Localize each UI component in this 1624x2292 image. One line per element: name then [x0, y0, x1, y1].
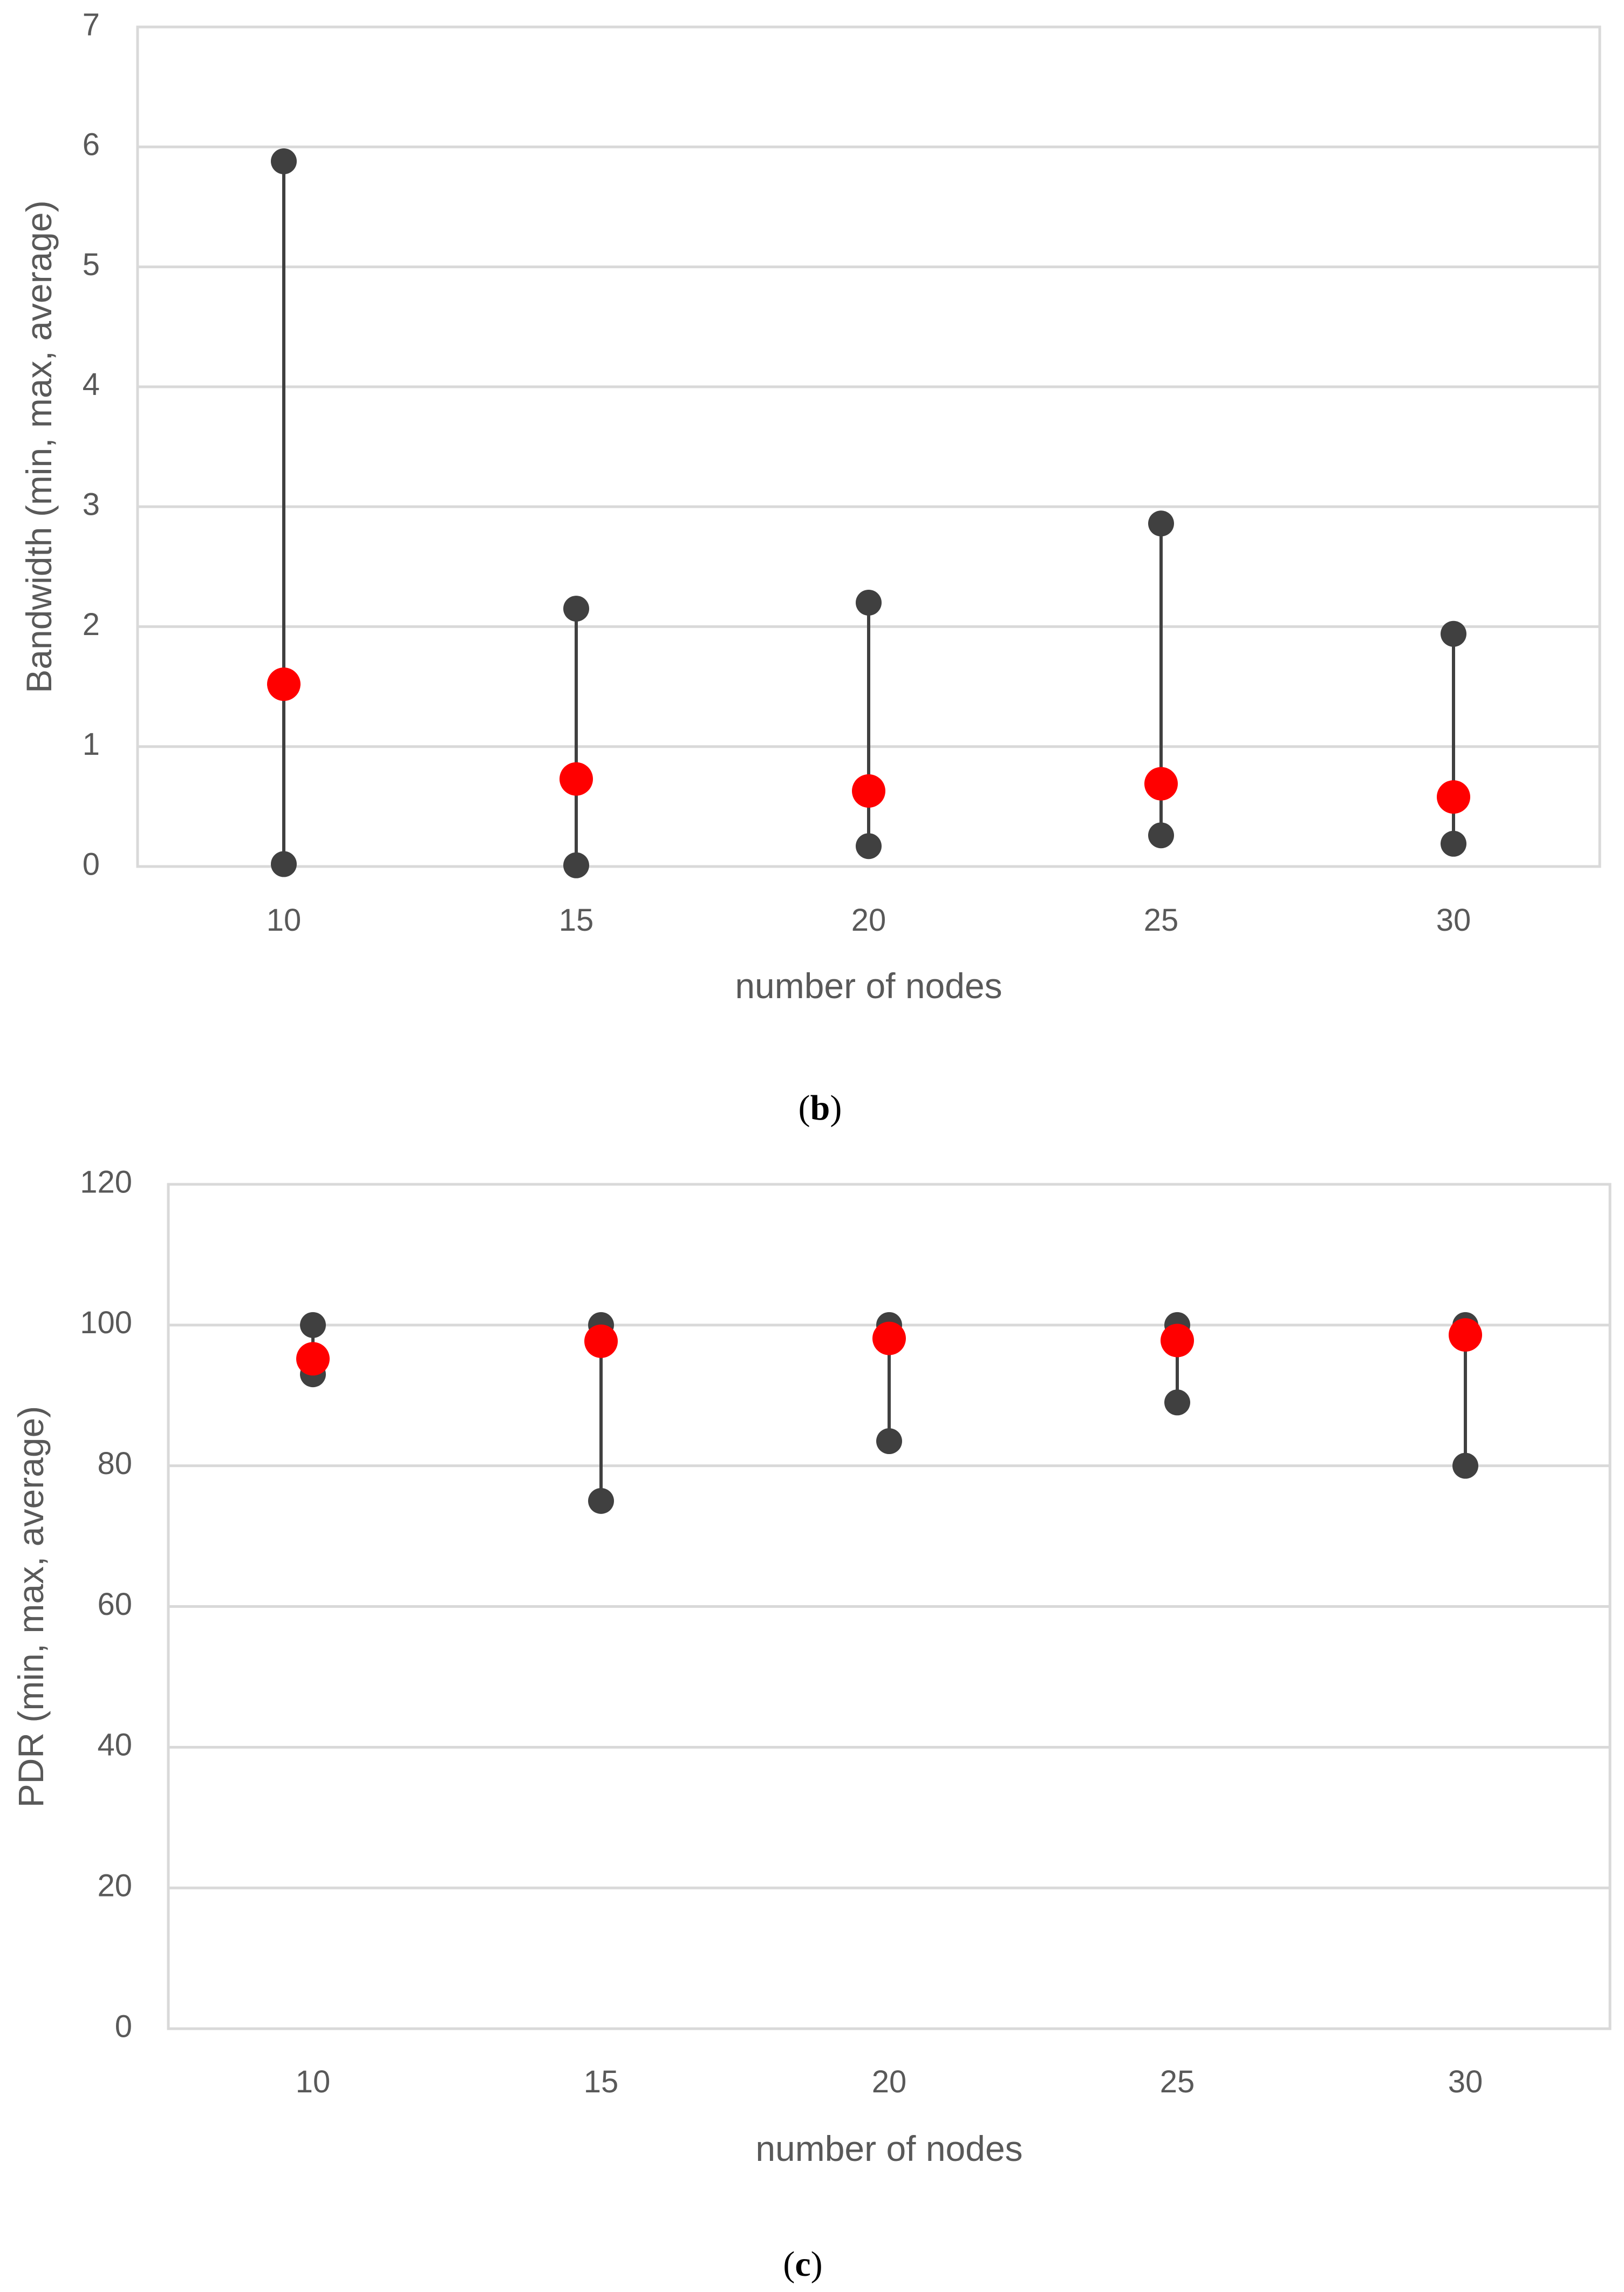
bandwidth-chart: 0 1 2 3 4 5 6 7 10 15 20 25 30 number of… — [19, 7, 1601, 1128]
average-point — [1144, 767, 1178, 801]
min-point — [1148, 822, 1174, 849]
gridlines — [168, 1183, 1610, 1889]
data-marks — [267, 148, 1470, 878]
y-tick-labels: 0 20 40 60 80 100 120 — [80, 1164, 132, 2044]
y-tick-label: 4 — [83, 367, 100, 402]
y-tick-label: 6 — [83, 127, 100, 162]
min-point — [1164, 1389, 1190, 1416]
max-point — [300, 1312, 326, 1338]
y-tick-label: 2 — [83, 607, 100, 642]
x-tick-label: 25 — [1160, 2064, 1195, 2099]
min-point — [876, 1428, 902, 1455]
average-point — [1437, 780, 1470, 814]
y-tick-label: 1 — [83, 727, 100, 762]
y-tick-label: 120 — [80, 1164, 132, 1199]
x-tick-label: 15 — [584, 2064, 619, 2099]
average-point — [584, 1324, 618, 1358]
average-point — [1449, 1318, 1482, 1352]
y-tick-label: 0 — [115, 2009, 132, 2044]
y-tick-label: 100 — [80, 1305, 132, 1340]
x-tick-label: 25 — [1144, 903, 1179, 938]
y-tick-label: 5 — [83, 247, 100, 282]
x-tick-label: 20 — [851, 903, 886, 938]
y-tick-label: 80 — [97, 1446, 132, 1481]
average-point — [267, 667, 301, 701]
y-axis-title: PDR (min, max, average) — [11, 1406, 51, 1808]
y-axis-title: Bandwidth (min, max, average) — [19, 200, 59, 693]
average-point — [852, 774, 885, 808]
max-point — [563, 596, 589, 622]
y-tick-labels: 0 1 2 3 4 5 6 7 — [83, 7, 100, 882]
x-tick-label: 30 — [1436, 903, 1471, 938]
y-tick-label: 40 — [97, 1728, 132, 1763]
x-tick-label: 20 — [872, 2064, 907, 2099]
x-tick-labels: 10 15 20 25 30 — [296, 2064, 1483, 2099]
min-point — [1452, 1452, 1478, 1479]
min-point — [588, 1488, 614, 1514]
min-point — [271, 851, 297, 877]
average-point — [559, 762, 593, 796]
min-point — [856, 833, 882, 860]
x-tick-label: 30 — [1448, 2064, 1483, 2099]
max-point — [1148, 510, 1174, 537]
pdr-chart: 0 20 40 60 80 100 120 10 15 20 25 30 num… — [11, 1164, 1612, 2284]
x-axis-title: number of nodes — [735, 966, 1002, 1006]
gridlines — [138, 25, 1600, 748]
y-tick-label: 20 — [97, 1868, 132, 1903]
x-tick-labels: 10 15 20 25 30 — [267, 903, 1471, 938]
y-tick-label: 7 — [83, 7, 100, 42]
x-tick-label: 10 — [296, 2064, 331, 2099]
x-tick-label: 15 — [559, 903, 594, 938]
min-point — [563, 852, 589, 878]
y-tick-label: 3 — [83, 487, 100, 522]
average-point — [872, 1321, 906, 1355]
max-point — [1441, 620, 1466, 647]
min-point — [1441, 830, 1466, 857]
x-tick-label: 10 — [267, 903, 302, 938]
y-tick-label: 60 — [97, 1587, 132, 1622]
x-axis-title: number of nodes — [755, 2129, 1022, 2168]
max-point — [271, 148, 297, 174]
max-point — [856, 589, 882, 616]
panel-caption: (c) — [783, 2245, 822, 2284]
panel-caption: (b) — [799, 1088, 842, 1128]
y-tick-label: 0 — [83, 847, 100, 882]
average-point — [1161, 1324, 1194, 1358]
data-marks — [296, 1312, 1482, 1514]
average-point — [296, 1342, 330, 1376]
